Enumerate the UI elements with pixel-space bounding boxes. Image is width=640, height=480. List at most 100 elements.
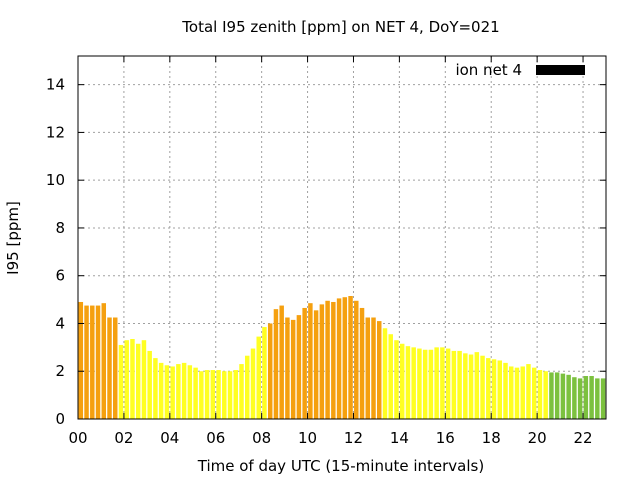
bar [199,371,204,419]
bar [325,300,330,419]
legend-swatch [536,65,585,75]
bar [491,359,497,419]
bar [319,304,325,419]
bar [124,340,129,419]
bar [566,374,571,419]
x-axis: 00 02 04 06 08 10 12 14 16 18 20 22 [68,56,593,447]
y-tick-label: 12 [46,123,65,141]
x-axis-label: Time of day UTC (15-minute intervals) [197,457,484,475]
bar [377,321,382,419]
bar [468,354,474,419]
bar [233,370,239,419]
y-tick-label: 8 [55,219,65,237]
bar [560,373,566,419]
bar [509,366,514,419]
bar [463,353,468,419]
bar [572,377,577,419]
x-tick-label: 10 [298,429,317,447]
bar [285,317,290,419]
bar [497,360,503,419]
x-tick-label: 20 [528,429,547,447]
bar [107,317,112,419]
chart-title: Total I95 zenith [ppm] on NET 4, DoY=021 [181,18,499,36]
bar [554,372,560,419]
bar [90,305,95,419]
bar [95,305,101,419]
bar [451,350,457,419]
x-tick-label: 02 [114,429,133,447]
bar [474,352,480,419]
bar [181,362,187,419]
bar [434,347,439,419]
bar [164,365,170,419]
bar [480,355,485,419]
y-axis-label: I95 [ppm] [4,201,22,275]
x-tick-label: 12 [344,429,363,447]
bar [549,372,554,419]
y-tick-label: 10 [46,171,65,189]
bar [267,323,273,419]
y-tick-label: 6 [55,267,65,285]
bar [354,300,359,419]
bar [78,301,84,419]
bar [227,371,233,419]
bar [422,349,428,419]
y-tick-label: 14 [46,76,65,94]
bar [187,365,193,419]
bar [84,305,89,419]
bar [158,362,164,419]
bars [78,296,606,419]
bar [245,355,250,419]
bar [308,303,313,419]
bar [296,315,302,419]
bar [222,371,227,419]
bar [279,305,284,419]
bar [394,340,399,419]
bar [388,334,393,419]
y-tick-label: 2 [55,362,65,380]
bar [440,347,445,419]
x-tick-label: 00 [68,429,87,447]
bar [153,358,158,419]
x-tick-label: 08 [252,429,271,447]
bar [359,307,365,419]
bar [313,310,319,419]
bar [331,301,336,419]
bar [543,371,548,419]
bar [457,350,462,419]
bar [147,350,152,419]
bar [600,378,606,419]
bar [113,317,118,419]
bar [250,348,256,419]
bar [382,328,388,419]
bar [118,344,124,419]
bar [589,376,594,419]
bar [216,370,221,419]
bar [210,370,216,419]
bar [503,362,508,419]
bar [239,364,244,419]
bar [583,376,589,419]
bar [514,367,520,419]
y-tick-label: 0 [55,410,65,428]
bar [130,338,135,419]
bar [486,358,491,419]
bar [399,343,405,419]
x-tick-label: 16 [436,429,455,447]
y-axis: 0 2 4 6 8 10 12 14 [46,76,606,428]
bar [365,317,371,419]
bar [135,343,141,419]
legend-label: ion net 4 [455,61,522,79]
x-tick-label: 14 [390,429,409,447]
bar [577,378,583,419]
bar [290,319,296,419]
bar [176,364,181,419]
legend: ion net 4 [455,61,585,79]
y-tick-label: 4 [55,314,65,332]
bar [417,348,422,419]
bar [273,309,279,419]
bar [101,303,107,419]
x-tick-label: 22 [573,429,592,447]
bar [595,378,600,419]
